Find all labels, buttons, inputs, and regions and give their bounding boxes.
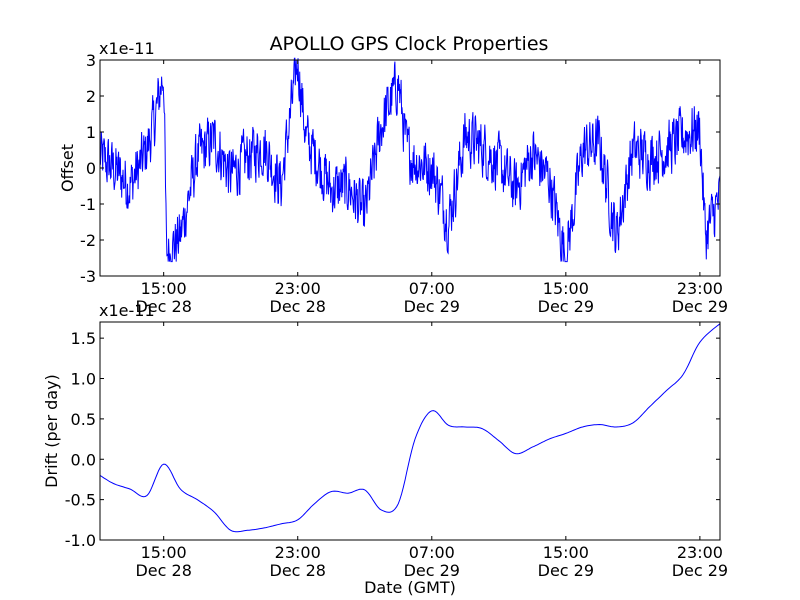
offset-series-line xyxy=(99,57,721,263)
drift-y-tick-label: -1.0 xyxy=(65,531,96,550)
offset-y-tick-label: -1 xyxy=(80,195,96,214)
drift-y-tick-label: -0.5 xyxy=(65,491,96,510)
drift-x-tick-date: Dec 29 xyxy=(672,561,728,580)
offset-x-tick-date: Dec 28 xyxy=(270,297,326,316)
drift-y-ticks: -1.0 -0.5 0.0 0.5 1.0 1.5 xyxy=(65,329,720,550)
drift-x-axis-label: Date (GMT) xyxy=(364,578,456,597)
offset-x-tick-time: 15:00 xyxy=(141,279,187,298)
offset-y-axis-label: Offset xyxy=(58,144,77,192)
drift-x-tick-time: 15:00 xyxy=(141,543,187,562)
offset-y-tick-label: 1 xyxy=(86,123,96,142)
offset-y-multiplier: x1e-11 xyxy=(99,39,155,58)
drift-x-tick-date: Dec 28 xyxy=(135,561,191,580)
offset-x-tick-time: 07:00 xyxy=(409,279,455,298)
drift-y-tick-label: 1.5 xyxy=(71,329,96,348)
offset-x-tick-date: Dec 29 xyxy=(672,297,728,316)
drift-x-tick-date: Dec 29 xyxy=(404,561,460,580)
drift-y-tick-label: 1.0 xyxy=(71,370,96,389)
offset-y-ticks: -3 -2 -1 0 1 2 3 xyxy=(80,51,720,286)
offset-x-tick-time: 23:00 xyxy=(677,279,723,298)
drift-y-multiplier: x1e-11 xyxy=(99,301,155,320)
offset-x-tick-date: Dec 29 xyxy=(404,297,460,316)
drift-x-tick-time: 15:00 xyxy=(543,543,589,562)
drift-x-tick-time: 07:00 xyxy=(409,543,455,562)
offset-x-tick-date: Dec 29 xyxy=(538,297,594,316)
drift-y-tick-label: 0.5 xyxy=(71,410,96,429)
drift-series-line xyxy=(99,323,721,533)
offset-y-tick-label: 0 xyxy=(86,159,96,178)
drift-x-tick-time: 23:00 xyxy=(275,543,321,562)
chart-title: APOLLO GPS Clock Properties xyxy=(270,33,549,55)
offset-x-tick-time: 23:00 xyxy=(275,279,321,298)
drift-y-axis-label: Drift (per day) xyxy=(42,374,61,488)
drift-y-tick-label: 0.0 xyxy=(71,450,96,469)
offset-y-tick-label: -3 xyxy=(80,267,96,286)
drift-x-tick-date: Dec 28 xyxy=(270,561,326,580)
drift-plot-area xyxy=(100,322,720,540)
drift-axes-frame xyxy=(99,321,721,541)
offset-y-tick-label: 3 xyxy=(86,51,96,70)
offset-x-tick-time: 15:00 xyxy=(543,279,589,298)
offset-x-tick-date: Dec 28 xyxy=(135,297,191,316)
drift-x-tick-time: 23:00 xyxy=(677,543,723,562)
offset-y-tick-label: -2 xyxy=(80,231,96,250)
drift-x-tick-date: Dec 29 xyxy=(538,561,594,580)
offset-y-tick-label: 2 xyxy=(86,87,96,106)
